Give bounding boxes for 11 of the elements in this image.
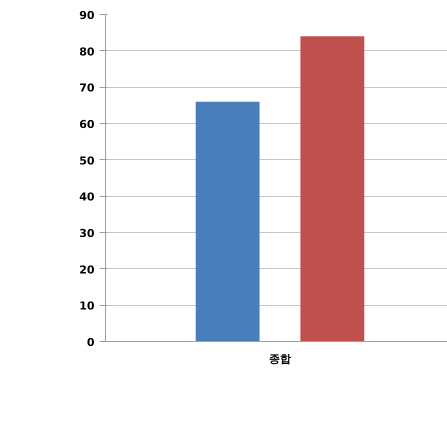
- y-tick-label: 90: [79, 9, 95, 22]
- y-tick-label: 60: [79, 118, 95, 131]
- y-tick-label: 10: [79, 300, 95, 313]
- y-tick-label: 50: [79, 154, 95, 168]
- y-tick-label: 30: [79, 227, 95, 240]
- y-tick-label: 70: [79, 82, 95, 95]
- y-tick-label: 40: [79, 190, 95, 204]
- y-tick-label: 0: [86, 336, 95, 349]
- x-tick-label: 종합: [268, 352, 291, 366]
- y-tick-label: 20: [79, 263, 95, 276]
- y-tick-label: 80: [79, 45, 95, 58]
